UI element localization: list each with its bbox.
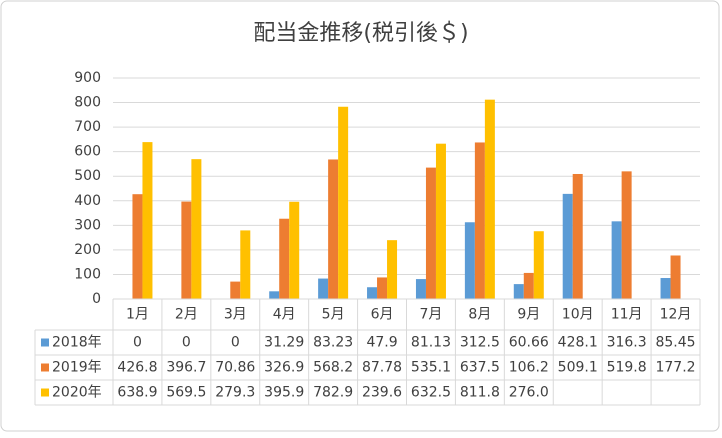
y-tick-label: 300 (74, 217, 101, 233)
y-tick-label: 700 (74, 119, 101, 135)
x-tick-label: 6月 (371, 307, 394, 323)
bar (142, 142, 153, 299)
bar (425, 167, 436, 299)
table-cell: 395.9 (264, 385, 304, 401)
table-cell: 535.1 (411, 360, 451, 376)
table-cell: 519.8 (607, 360, 647, 376)
y-tick-label: 0 (92, 291, 101, 307)
table-cell: 396.7 (166, 360, 206, 376)
table-cell: 428.1 (558, 335, 598, 351)
table-cell: 81.13 (411, 335, 451, 351)
table-cell: 638.9 (117, 385, 157, 401)
x-tick-label: 4月 (273, 307, 296, 323)
legend-label: 2019年 (52, 360, 102, 376)
x-tick-label: 12月 (660, 307, 692, 323)
table-cell: 177.2 (655, 360, 695, 376)
x-tick-label: 1月 (126, 307, 149, 323)
x-tick-label: 8月 (468, 307, 491, 323)
table-cell: 569.5 (166, 385, 206, 401)
table-cell: 426.8 (117, 360, 157, 376)
bar (474, 142, 485, 299)
bar (611, 221, 622, 299)
table-cell: 279.3 (215, 385, 255, 401)
bar (435, 143, 446, 299)
table-cell: 31.29 (264, 335, 304, 351)
legend-label: 2020年 (52, 385, 102, 401)
table-cell: 632.5 (411, 385, 451, 401)
bar (318, 278, 329, 299)
x-tick-label: 9月 (517, 307, 540, 323)
table-cell: 782.9 (313, 385, 353, 401)
table-cell: 47.9 (366, 335, 397, 351)
y-tick-label: 800 (74, 95, 101, 111)
bar (240, 230, 251, 299)
bar (279, 218, 290, 299)
y-tick-label: 100 (74, 266, 101, 282)
legend-label: 2018年 (52, 335, 102, 351)
bar (523, 272, 534, 299)
bar (572, 173, 583, 299)
bar (338, 106, 349, 300)
table-cell: 239.6 (362, 385, 402, 401)
table-cell: 568.2 (313, 360, 353, 376)
y-tick-label: 400 (74, 193, 101, 209)
bar (181, 201, 192, 299)
chart-title: 配当金推移(税引後＄) (253, 21, 468, 46)
table-cell: 0 (133, 335, 142, 351)
bar (464, 222, 475, 299)
bar (562, 193, 573, 299)
legend-swatch (41, 388, 49, 397)
x-tick-label: 7月 (419, 307, 442, 323)
legend-swatch (41, 363, 49, 372)
table-cell: 326.9 (264, 360, 304, 376)
y-tick-label: 200 (74, 242, 101, 258)
x-tick-label: 2月 (175, 307, 198, 323)
bar (415, 279, 426, 299)
bar (513, 284, 524, 299)
table-cell: 60.66 (509, 335, 549, 351)
table-cell: 0 (182, 335, 191, 351)
bar (533, 231, 544, 299)
y-tick-label: 500 (74, 168, 101, 184)
table-cell: 276.0 (509, 385, 549, 401)
table-cell: 87.78 (362, 360, 402, 376)
table-cell: 0 (231, 335, 240, 351)
bar (230, 281, 241, 299)
bar (387, 240, 398, 299)
legend-swatch (41, 338, 49, 347)
x-tick-label: 3月 (224, 307, 247, 323)
bar (484, 99, 495, 300)
table-cell: 83.23 (313, 335, 353, 351)
table-cell: 312.5 (460, 335, 500, 351)
bar (367, 287, 378, 299)
x-tick-label: 10月 (562, 307, 594, 323)
table-cell: 70.86 (215, 360, 255, 376)
table-cell: 316.3 (607, 335, 647, 351)
table-cell: 637.5 (460, 360, 500, 376)
bar (377, 277, 388, 299)
x-tick-label: 5月 (322, 307, 345, 323)
bar (621, 171, 632, 299)
bar (132, 194, 143, 299)
y-tick-label: 600 (74, 144, 101, 160)
table-cell: 509.1 (558, 360, 598, 376)
bar (660, 278, 671, 299)
bar (328, 159, 339, 299)
table-cell: 85.45 (655, 335, 695, 351)
table-cell: 106.2 (509, 360, 549, 376)
bar (670, 255, 681, 299)
table-cell: 811.8 (460, 385, 500, 401)
y-tick-label: 900 (74, 70, 101, 86)
bar (269, 291, 280, 299)
x-tick-label: 11月 (611, 307, 643, 323)
bar (191, 159, 202, 299)
bar (289, 201, 300, 299)
